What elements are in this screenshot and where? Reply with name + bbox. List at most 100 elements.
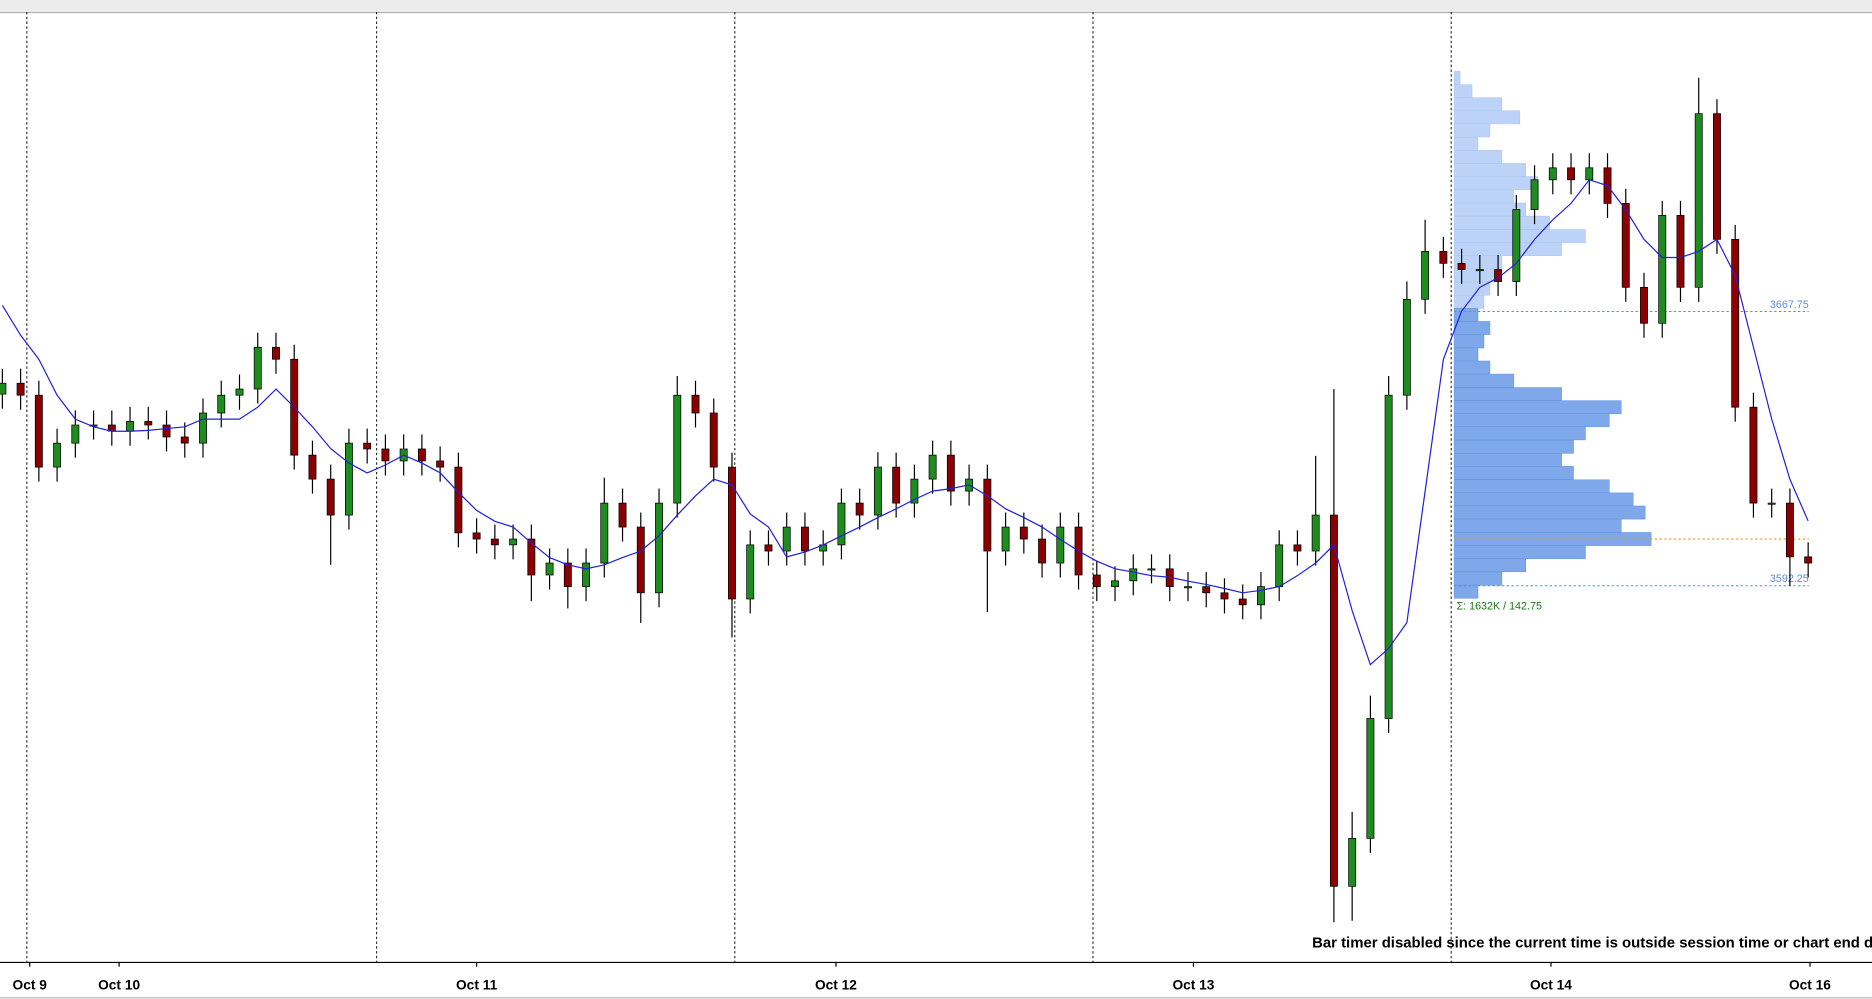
x-tick-label: Oct 10	[98, 977, 140, 992]
candle-body	[1366, 718, 1375, 839]
candle-body	[1676, 215, 1685, 288]
x-tick-label: Oct 12	[815, 977, 857, 992]
bar-timer-notice: Bar timer disabled since the current tim…	[1312, 934, 1872, 951]
candle-body	[910, 478, 919, 504]
volume-profile-bar	[1453, 584, 1479, 599]
candle-body	[326, 478, 335, 516]
candle-body	[417, 448, 426, 462]
x-tick-label: Oct 11	[456, 977, 498, 992]
candle-body	[16, 382, 25, 396]
candle-body	[1767, 502, 1776, 505]
candle-body	[1238, 598, 1247, 606]
volume-profile-bar	[1453, 334, 1485, 349]
candle-body	[436, 460, 445, 468]
candle-body	[253, 346, 262, 390]
candle-body	[34, 394, 43, 468]
candle-body	[1129, 568, 1138, 582]
volume-profile-bar	[1453, 545, 1586, 559]
candle-body	[509, 538, 518, 546]
candle-body	[217, 394, 226, 414]
candle-body	[873, 466, 882, 516]
volume-profile-bar	[1453, 373, 1515, 388]
volume-profile-bar	[1453, 492, 1634, 507]
candle-body	[600, 502, 609, 564]
candle-body	[1220, 592, 1229, 600]
volume-profile-bar	[1453, 268, 1497, 283]
candle-body	[1694, 113, 1703, 288]
candle-body	[1421, 250, 1430, 300]
volume-profile-bar	[1453, 413, 1610, 428]
candle-body	[728, 466, 736, 600]
candle-body	[1402, 298, 1411, 396]
candle-body	[582, 562, 590, 587]
candle-body	[381, 448, 390, 462]
volume-profile-bar	[1453, 518, 1622, 533]
top-strip	[0, 0, 1872, 12]
candle-body	[746, 544, 755, 600]
profile-summary: Σ: 1632K / 142.75	[1457, 601, 1542, 613]
candle-body	[527, 538, 536, 576]
candle-body	[1475, 269, 1484, 272]
candle-body	[1439, 250, 1448, 264]
candle-body	[673, 394, 682, 504]
candle-body	[1530, 179, 1539, 210]
volume-profile-bar	[1453, 163, 1527, 177]
volume-profile-bar	[1453, 321, 1491, 335]
candle-body	[454, 466, 463, 534]
candle-body	[1202, 586, 1211, 594]
candle-body	[983, 478, 992, 552]
level-label: 3667.75	[1770, 299, 1809, 311]
volume-profile-bar	[1453, 123, 1491, 138]
moving-average	[1, 179, 1809, 666]
candle-body	[1147, 568, 1156, 571]
candle-body	[563, 562, 572, 587]
x-axis-band	[0, 963, 1872, 999]
candle-body	[636, 526, 645, 594]
candle-body	[490, 538, 499, 546]
candle-body	[1293, 544, 1302, 552]
candle-body	[308, 454, 317, 480]
candle-body	[363, 442, 372, 450]
candle-body	[1713, 113, 1721, 240]
candle-body	[837, 502, 846, 546]
candle-body	[199, 412, 207, 444]
volume-profile-bar	[1453, 110, 1521, 125]
volume-profile-bar	[1453, 426, 1586, 441]
candle-body	[1019, 526, 1028, 540]
volume-profile-bar	[1453, 439, 1574, 454]
candle-body	[709, 412, 718, 468]
candle-body	[0, 382, 7, 395]
candle-body	[1567, 167, 1575, 181]
volume-profile-bar	[1453, 453, 1562, 467]
candle-body	[1621, 203, 1630, 288]
volume-profile-bar	[1453, 242, 1562, 257]
candle-body	[618, 502, 627, 528]
candle-body	[126, 420, 134, 432]
volume-profile-bar	[1453, 347, 1479, 362]
candle-body	[1311, 514, 1320, 552]
candle-body	[691, 394, 700, 414]
volume-profile-bar	[1453, 387, 1562, 401]
candle-body	[1038, 538, 1047, 564]
volume-profile-bar	[1453, 308, 1479, 322]
x-tick-label: Oct 16	[1789, 977, 1831, 992]
candle-body	[162, 424, 171, 438]
candle-body	[1457, 262, 1466, 270]
candle-body	[71, 424, 80, 444]
candle-body	[655, 502, 663, 594]
candle-body	[53, 442, 62, 468]
volume-profile-bar	[1453, 137, 1479, 151]
x-tick-label: Oct 14	[1530, 977, 1572, 992]
candle-body	[946, 454, 955, 492]
candle-body	[545, 562, 554, 576]
candle-body	[472, 532, 481, 540]
candle-body	[782, 526, 791, 552]
candle-body	[235, 388, 244, 396]
x-tick-label: Oct 13	[1172, 977, 1214, 992]
candle-body	[892, 466, 901, 504]
volume-profile-bar	[1453, 189, 1515, 204]
candle-body	[1548, 167, 1557, 181]
volume-profile-bar	[1453, 97, 1503, 112]
